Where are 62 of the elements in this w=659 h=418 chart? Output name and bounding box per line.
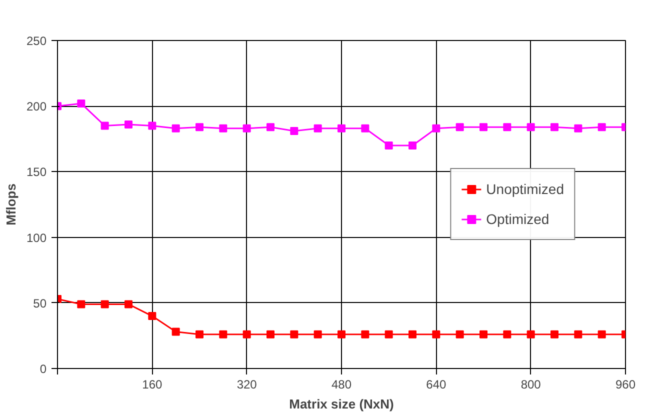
point <box>100 122 109 130</box>
point <box>361 124 370 132</box>
point <box>598 123 606 132</box>
point <box>219 330 228 338</box>
point <box>480 330 488 338</box>
point <box>338 330 346 338</box>
point <box>574 124 582 132</box>
point <box>172 124 180 132</box>
point <box>338 124 346 132</box>
point <box>574 330 582 338</box>
x-tick-label: 320 <box>236 378 258 392</box>
point <box>526 330 535 338</box>
point <box>550 123 558 132</box>
point <box>598 330 606 338</box>
point <box>408 330 416 338</box>
point <box>314 330 322 338</box>
point <box>432 124 440 132</box>
point <box>266 330 274 338</box>
point <box>242 124 251 132</box>
y-tick-label: 50 <box>33 296 47 310</box>
point <box>480 123 488 132</box>
point <box>432 330 440 338</box>
point <box>77 99 86 108</box>
x-axis-title: Matrix size (NxN) <box>289 396 394 412</box>
point <box>456 330 464 338</box>
point <box>242 330 251 338</box>
y-tick-label: 250 <box>26 34 47 48</box>
point <box>219 124 228 132</box>
point <box>384 141 393 150</box>
y-tick-label: 150 <box>26 165 47 180</box>
y-axis-title: Mflops <box>3 184 18 226</box>
point <box>408 141 416 150</box>
point <box>503 330 512 338</box>
point <box>503 123 512 132</box>
x-tick-label: 800 <box>520 378 542 392</box>
point <box>77 300 86 308</box>
point <box>361 330 370 338</box>
point <box>124 120 132 128</box>
point <box>124 300 132 308</box>
point <box>290 127 298 136</box>
legend-label: Optimized <box>486 211 550 227</box>
point <box>172 328 180 336</box>
y-tick-label: 100 <box>26 230 47 245</box>
x-tick-label: 960 <box>615 378 636 392</box>
legend-label: Unoptimized <box>486 181 564 197</box>
x-tick-label: 480 <box>331 378 352 392</box>
x-tick-label: 160 <box>142 378 163 392</box>
point <box>384 330 393 338</box>
point <box>148 312 156 320</box>
point <box>196 330 204 338</box>
point <box>526 123 535 132</box>
point <box>314 124 322 132</box>
x-tick-label: 640 <box>426 378 447 392</box>
point <box>100 300 109 308</box>
point <box>266 123 274 132</box>
point <box>550 330 558 338</box>
y-tick-label: 200 <box>26 100 47 114</box>
point <box>196 123 204 132</box>
y-tick-label: 0 <box>40 362 47 376</box>
point <box>148 122 156 130</box>
point <box>290 330 298 338</box>
point <box>456 123 464 132</box>
